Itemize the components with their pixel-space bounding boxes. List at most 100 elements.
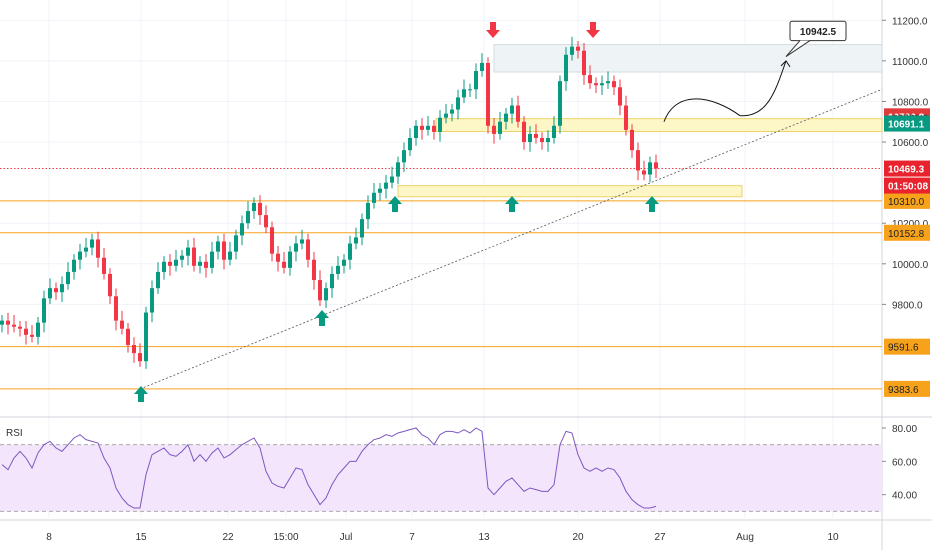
projection-curve xyxy=(663,60,787,122)
candle xyxy=(246,211,250,224)
candle xyxy=(378,188,382,193)
candle xyxy=(372,192,376,203)
candle xyxy=(390,176,394,183)
candle xyxy=(6,320,10,325)
price-axis-label: 10200.0 xyxy=(892,219,929,230)
candle xyxy=(36,322,40,337)
rsi-line xyxy=(1,427,657,509)
candle xyxy=(0,320,4,325)
rsi-axis-label: 80.00 xyxy=(892,424,917,435)
candle xyxy=(474,71,478,90)
time-axis-label: 20 xyxy=(572,532,584,543)
candle xyxy=(552,125,556,138)
time-axis-label: 13 xyxy=(478,532,490,543)
candle xyxy=(174,259,178,266)
candle xyxy=(642,170,646,175)
candle xyxy=(42,298,46,323)
price-axis-label: 10000.0 xyxy=(892,260,929,271)
price-axis-label: 11200.0 xyxy=(892,16,928,27)
trendline[interactable] xyxy=(139,88,883,390)
candle xyxy=(162,261,166,272)
time-axis-label: 10 xyxy=(827,532,839,543)
down-arrow-icon xyxy=(486,22,500,38)
candle xyxy=(444,113,448,118)
time-axis-label: 15 xyxy=(135,532,147,543)
candle xyxy=(306,239,310,260)
candle xyxy=(30,334,34,337)
up-arrow-icon xyxy=(505,196,519,212)
candle xyxy=(426,125,430,130)
candle xyxy=(12,324,16,327)
candle xyxy=(624,105,628,130)
projection-arrowhead xyxy=(780,60,791,68)
candle xyxy=(312,259,316,281)
price-tag xyxy=(884,224,930,241)
candle xyxy=(66,271,70,285)
price-tag xyxy=(884,338,930,355)
candle xyxy=(654,162,658,169)
candle xyxy=(486,62,490,126)
candle xyxy=(492,125,496,134)
candle xyxy=(450,109,454,114)
time-axis-label: 7 xyxy=(409,532,415,543)
candle xyxy=(126,328,130,345)
candle xyxy=(222,241,226,260)
candle xyxy=(240,223,244,236)
countdown-label: 01:50:08 xyxy=(888,182,928,193)
candle xyxy=(102,257,106,274)
candle xyxy=(408,137,412,151)
candle xyxy=(414,125,418,138)
callout-label: 10942.5 xyxy=(800,27,837,38)
candle xyxy=(570,46,574,55)
price-axis-label: 10800.0 xyxy=(892,97,929,108)
candle xyxy=(330,273,334,289)
rsi-axis-label: 60.00 xyxy=(892,457,917,468)
callout-box xyxy=(789,20,847,42)
candle xyxy=(360,219,364,238)
candle xyxy=(498,121,502,134)
candle xyxy=(282,261,286,268)
price-axis-label: 11000.0 xyxy=(892,57,928,68)
candle xyxy=(534,133,538,138)
countdown-tag xyxy=(884,177,930,194)
candle xyxy=(168,261,172,266)
price-tag xyxy=(884,160,930,177)
candle xyxy=(192,247,196,266)
candle xyxy=(276,253,280,262)
candle xyxy=(84,247,88,252)
candle xyxy=(342,259,346,266)
time-axis-label: 27 xyxy=(654,532,666,543)
candle xyxy=(294,243,298,252)
time-axis-label: 22 xyxy=(222,532,234,543)
candle xyxy=(540,137,544,143)
rsi-band xyxy=(0,444,882,512)
candle xyxy=(90,239,94,248)
price-tag-label: 10469.3 xyxy=(888,165,925,176)
candle xyxy=(258,202,262,216)
candle xyxy=(636,150,640,171)
candle xyxy=(216,241,220,252)
candle xyxy=(354,237,358,244)
candle xyxy=(48,288,52,299)
candle xyxy=(348,243,352,260)
time-axis-label: Aug xyxy=(736,532,754,543)
candle xyxy=(438,117,442,132)
candle xyxy=(648,162,652,175)
candle xyxy=(522,121,526,143)
candle xyxy=(456,97,460,110)
candle xyxy=(462,89,466,98)
time-axis-label: 8 xyxy=(46,532,52,543)
candle xyxy=(576,46,580,51)
candle xyxy=(180,255,184,260)
candle xyxy=(150,288,154,313)
candle xyxy=(210,251,214,268)
down-arrow-icon xyxy=(586,22,600,38)
candle xyxy=(336,265,340,274)
candle xyxy=(264,215,268,228)
price-tag-label: 10310.0 xyxy=(888,197,925,208)
candle xyxy=(120,320,124,329)
candle xyxy=(558,81,562,126)
candle xyxy=(588,75,592,84)
